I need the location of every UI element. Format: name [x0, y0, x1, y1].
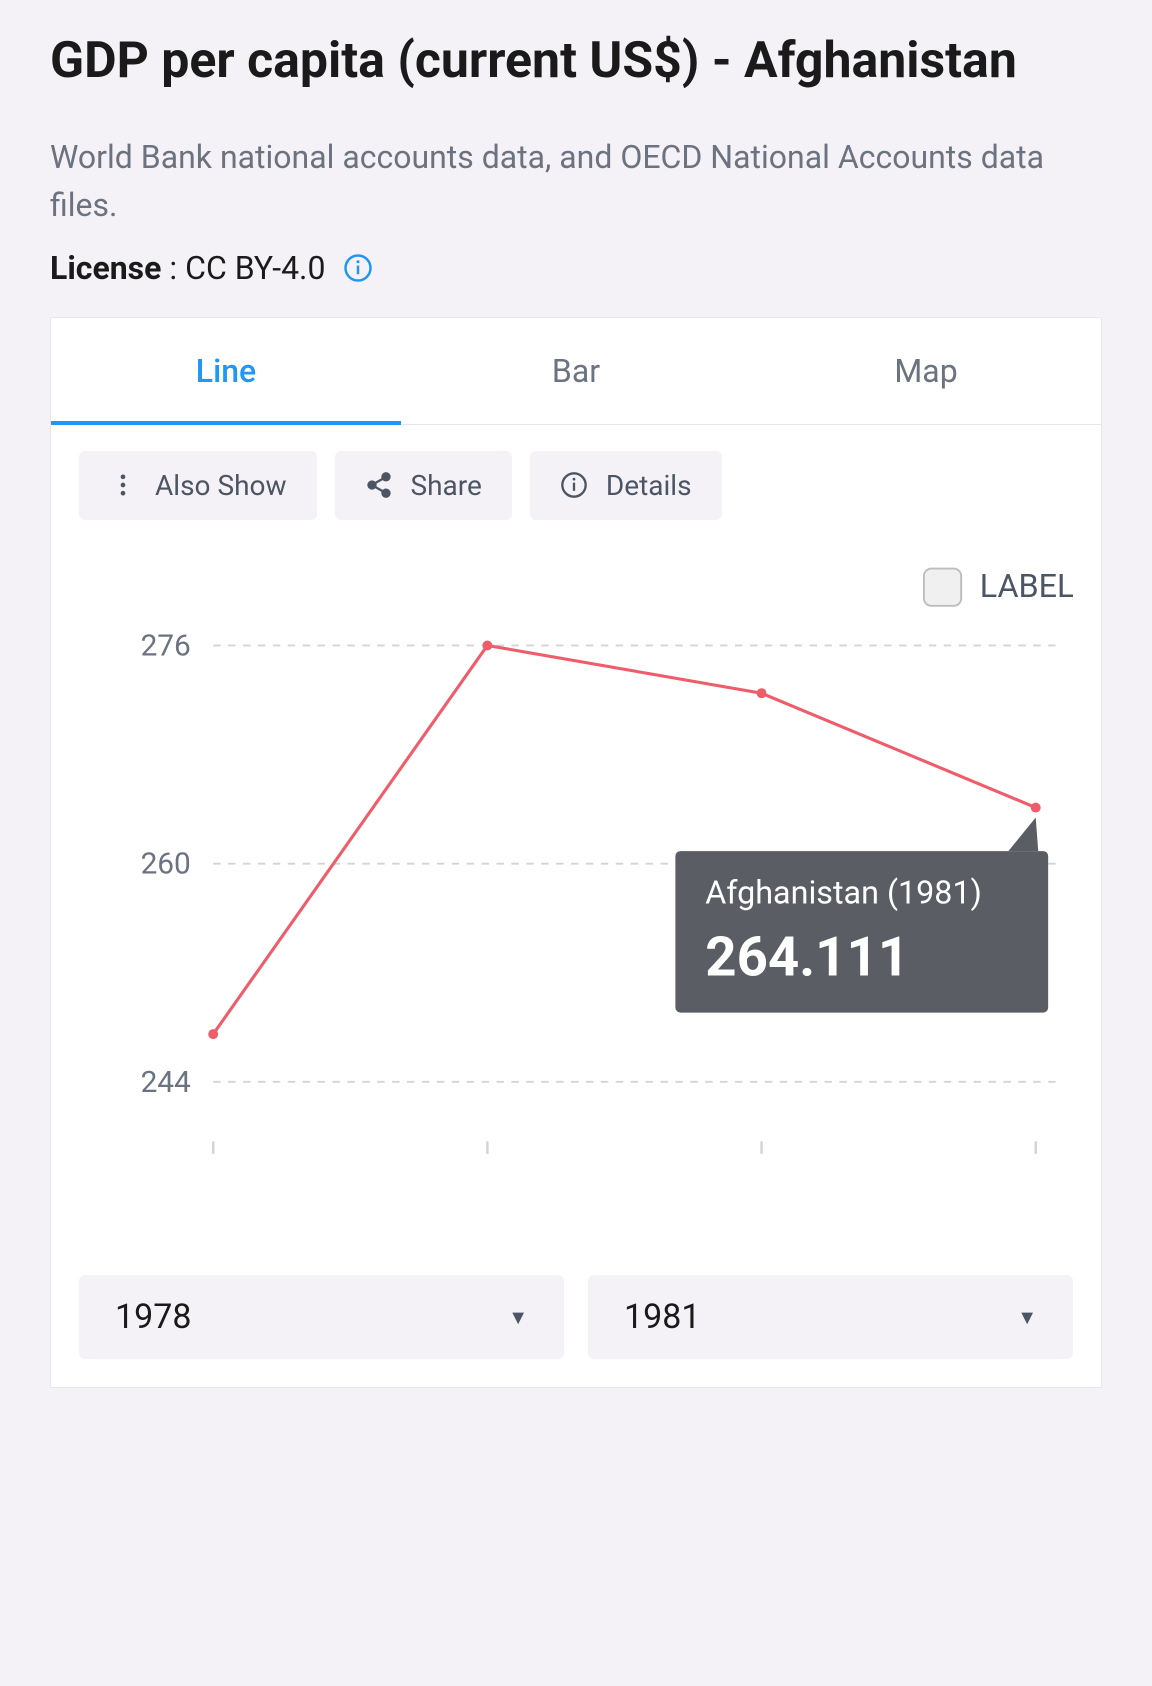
- page-title: GDP per capita (current US$) - Afghanist…: [50, 30, 1102, 93]
- year-start-select[interactable]: 1978 ▼: [79, 1275, 564, 1359]
- chart-tabs: Line Bar Map: [51, 318, 1101, 425]
- svg-text:260: 260: [141, 846, 191, 881]
- info-icon[interactable]: [343, 253, 373, 283]
- subtitle: World Bank national accounts data, and O…: [50, 133, 1102, 229]
- chart-area: 244 260 276 LABEL Afghanistan (1981) 264.111: [51, 520, 1101, 1246]
- share-button[interactable]: Share: [335, 451, 512, 520]
- tab-line[interactable]: Line: [51, 318, 401, 424]
- line-chart[interactable]: 244 260 276 LABEL Afghanistan (1981) 264.111: [79, 540, 1073, 1236]
- also-show-button[interactable]: Also Show: [79, 451, 317, 520]
- details-button[interactable]: Details: [530, 451, 722, 520]
- license-value: CC BY-4.0: [185, 249, 325, 287]
- chart-toolbar: Also Show Share Details: [51, 425, 1101, 520]
- svg-text:Afghanistan (1981): Afghanistan (1981): [705, 873, 982, 911]
- share-label: Share: [411, 469, 482, 502]
- svg-text:244: 244: [141, 1064, 191, 1099]
- details-label: Details: [606, 469, 692, 502]
- license-label: License: [50, 249, 161, 287]
- year-end-value: 1981: [624, 1297, 700, 1337]
- year-end-select[interactable]: 1981 ▼: [588, 1275, 1073, 1359]
- year-range-row: 1978 ▼ 1981 ▼: [51, 1245, 1101, 1387]
- chevron-down-icon: ▼: [1017, 1305, 1037, 1330]
- tab-bar[interactable]: Bar: [401, 318, 751, 424]
- also-show-label: Also Show: [155, 469, 287, 502]
- chevron-down-icon: ▼: [508, 1305, 528, 1330]
- svg-text:276: 276: [141, 628, 191, 663]
- tab-map[interactable]: Map: [751, 318, 1101, 424]
- svg-text:LABEL: LABEL: [980, 567, 1073, 605]
- svg-text:264.111: 264.111: [705, 925, 909, 989]
- chart-card: Line Bar Map Also Show Share Details 244…: [50, 317, 1102, 1389]
- license-row: License : CC BY-4.0: [50, 249, 1102, 287]
- license-colon: :: [169, 249, 177, 287]
- year-start-value: 1978: [115, 1297, 191, 1337]
